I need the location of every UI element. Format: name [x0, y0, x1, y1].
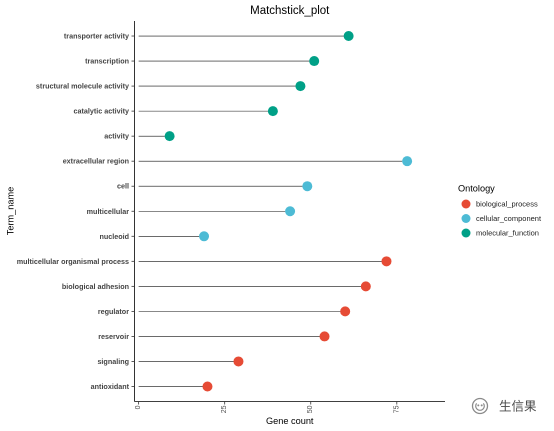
- y-tick-label: multicellular: [87, 207, 130, 216]
- watermark-text: 生信果: [499, 399, 537, 414]
- y-tick-label: signaling: [97, 357, 129, 366]
- wechat-logo-icon: [471, 397, 489, 415]
- y-tick-label: regulator: [98, 307, 129, 316]
- legend-item: biological_process: [461, 199, 538, 209]
- legend: Ontology biological_process cellular_com…: [458, 184, 542, 238]
- lollipop-dot: [199, 231, 210, 242]
- watermark: 生信果: [471, 397, 537, 415]
- x-axis-ticks: 0 25 50 75: [135, 401, 400, 413]
- x-tick-label: 75: [393, 405, 400, 413]
- lollipop-dot: [302, 181, 313, 192]
- legend-label: cellular_component: [476, 214, 542, 223]
- y-tick-label: cell: [117, 182, 129, 191]
- lollipop-dot: [381, 256, 392, 267]
- legend-key-dot: [461, 228, 471, 238]
- lollipop-dot: [202, 381, 213, 392]
- y-tick-label: extracellular region: [63, 157, 129, 166]
- plot-marks: [138, 31, 413, 392]
- x-tick-label: 50: [307, 405, 314, 413]
- y-tick-label: nucleoid: [99, 232, 129, 241]
- lollipop-dot: [340, 306, 351, 317]
- legend-item: cellular_component: [461, 214, 542, 223]
- legend-label: biological_process: [476, 200, 538, 209]
- y-tick-label: structural molecule activity: [36, 82, 129, 91]
- legend-title: Ontology: [458, 184, 495, 194]
- y-tick-label: transcription: [85, 57, 129, 66]
- lollipop-dot: [233, 356, 244, 367]
- x-tick-label: 25: [221, 405, 228, 413]
- lollipop-dot: [295, 81, 306, 92]
- y-tick-label: catalytic activity: [73, 107, 129, 116]
- y-tick-label: biological adhesion: [62, 282, 129, 291]
- legend-item: molecular_function: [461, 228, 539, 238]
- lollipop-dot: [267, 106, 278, 117]
- legend-key-dot: [461, 214, 471, 223]
- y-tick-label: reservoir: [98, 332, 129, 341]
- chart-title: Matchstick_plot: [250, 5, 330, 17]
- lollipop-dot: [164, 131, 175, 142]
- lollipop-dot: [402, 156, 413, 167]
- lollipop-dot: [343, 31, 354, 42]
- y-tick-label: antioxidant: [91, 382, 130, 391]
- lollipop-dot: [309, 56, 320, 67]
- y-axis-title: Term_name: [6, 187, 16, 236]
- x-tick-label: 0: [135, 405, 142, 409]
- legend-label: molecular_function: [476, 229, 539, 238]
- lollipop-dot: [285, 206, 296, 217]
- y-tick-label: activity: [104, 132, 129, 141]
- y-axis-ticks: transporter activity transcription structu…: [17, 32, 135, 391]
- legend-key-dot: [461, 199, 471, 209]
- x-axis-title: Gene count: [266, 416, 314, 426]
- lollipop-dot: [319, 331, 330, 342]
- y-tick-label: transporter activity: [64, 32, 129, 41]
- y-tick-label: multicellular organismal process: [17, 257, 129, 266]
- lollipop-dot: [360, 281, 371, 292]
